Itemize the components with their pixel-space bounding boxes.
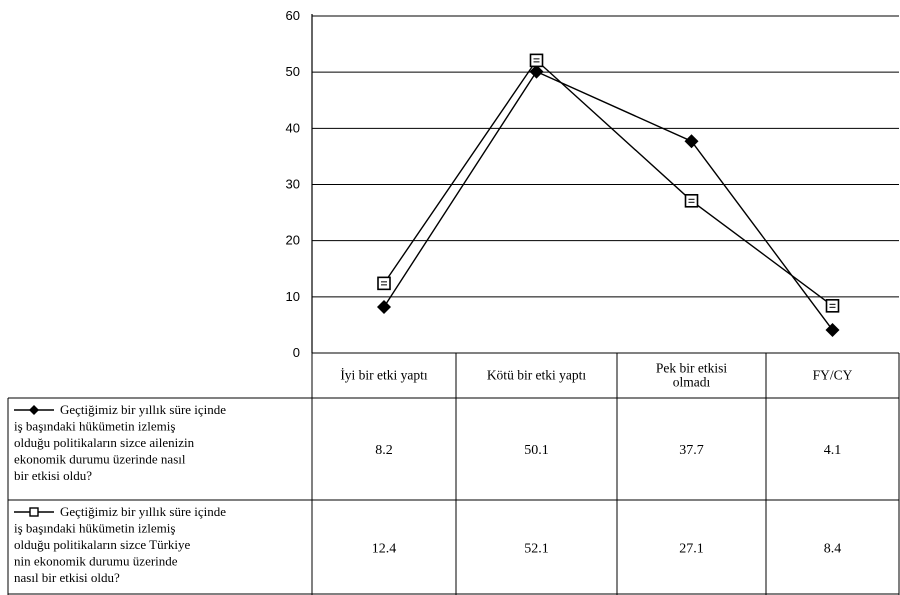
category-label-line: FY/CY (813, 368, 853, 383)
series-line-1 (383, 70, 834, 331)
y-tick-label: 40 (286, 120, 300, 135)
y-axis: 0 10 20 30 40 50 60 (286, 8, 313, 360)
legend-label-line: nin ekonomik durumu üzerinde (14, 554, 178, 569)
table-value-cell: 4.1 (824, 443, 842, 458)
table-value-cell: 37.7 (679, 443, 704, 458)
y-tick-label: 20 (286, 233, 300, 248)
y-tick-label: 10 (286, 289, 300, 304)
y-tick-label: 50 (286, 64, 300, 79)
diamond-marker (529, 64, 544, 79)
square-marker (825, 299, 840, 313)
legend-label-line: olduğu politikaların sizce Türkiye (14, 537, 191, 552)
series-markers (377, 53, 840, 337)
category-label-line: İyi bir etki yaptı (340, 368, 428, 383)
legend-label-line: Geçtiğimiz bir yıllık süre içinde (60, 402, 226, 417)
diamond-marker (684, 134, 699, 149)
legend-label: Geçtiğimiz bir yıllık süre içinde iş başı… (14, 504, 226, 585)
table-value-cell: 8.4 (824, 542, 842, 557)
y-tick-label: 0 (293, 345, 300, 360)
y-tick-label: 30 (286, 177, 300, 192)
category-label: İyi bir etki yaptı (340, 368, 428, 383)
legend-label-line: olduğu politikaların sizce ailenizin (14, 435, 195, 450)
category-label-line: Pek bir etkisi (656, 361, 727, 376)
legend-label-line: bir etkisi oldu? (14, 468, 92, 483)
data-table: İyi bir etki yaptı Kötü bir etki yaptı Pek… (7, 352, 900, 595)
category-label-line: Kötü bir etki yaptı (487, 368, 587, 383)
series-lines (383, 59, 834, 331)
table-value-cell: 12.4 (372, 542, 397, 557)
diamond-marker (825, 322, 840, 337)
category-label: Pek bir etkisi olmadı (656, 361, 727, 390)
series-line-2 (383, 59, 833, 307)
legend-label-line: Geçtiğimiz bir yıllık süre içinde (60, 504, 226, 519)
legend-square-marker (29, 507, 39, 517)
legend-diamond-marker (29, 405, 39, 415)
square-marker (529, 53, 544, 68)
category-label-line: olmadı (673, 375, 711, 390)
table-value-cell: 50.1 (524, 443, 549, 458)
gridlines (312, 15, 899, 298)
table-value-cell: 8.2 (375, 443, 393, 458)
y-tick-label: 60 (286, 8, 300, 23)
table-value-cell: 27.1 (679, 542, 704, 557)
category-label: FY/CY (813, 368, 853, 383)
legend-label: Geçtiğimiz bir yıllık süre içinde iş başı… (14, 402, 226, 483)
legend-label-line: ekonomik durumu üzerinde nasıl (14, 452, 186, 467)
diamond-marker (377, 299, 391, 314)
square-marker (684, 193, 699, 208)
category-label: Kötü bir etki yaptı (487, 368, 587, 383)
legend-label-line: iş başındaki hükümetin izlemiş (14, 521, 175, 536)
square-marker (377, 276, 391, 291)
legend-label-line: iş başındaki hükümetin izlemiş (14, 419, 175, 434)
table-value-cell: 52.1 (524, 542, 549, 557)
legend-label-line: nasıl bir etkisi oldu? (14, 570, 120, 585)
